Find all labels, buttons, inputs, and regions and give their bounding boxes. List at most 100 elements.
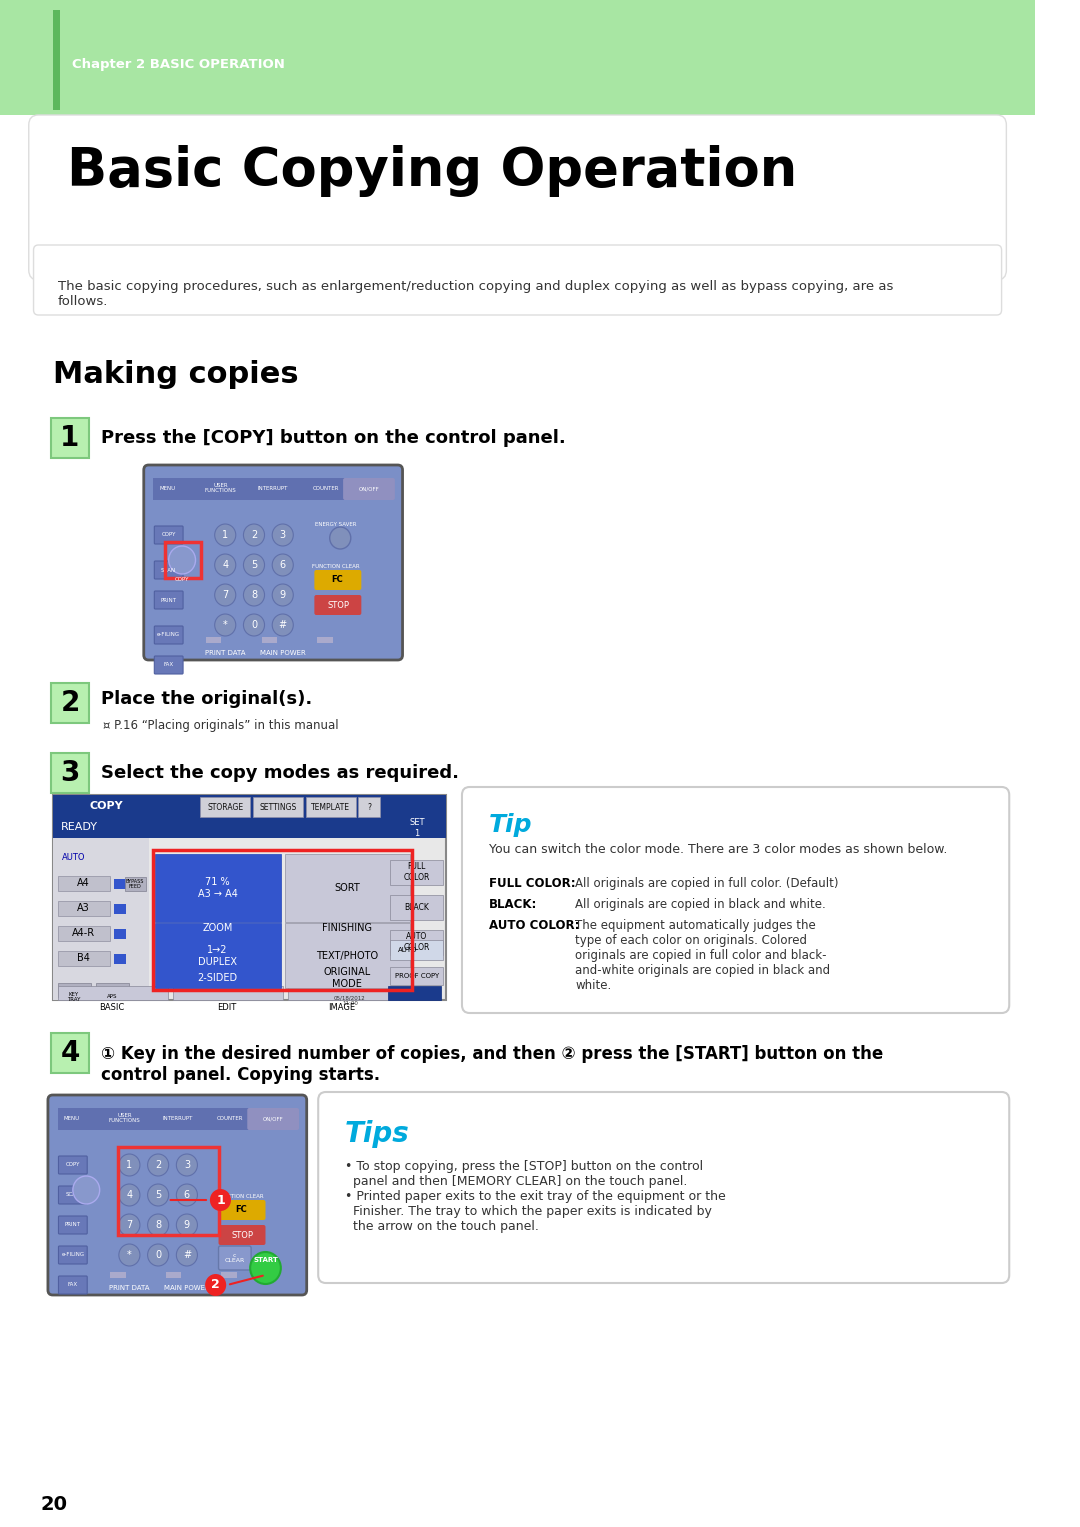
FancyBboxPatch shape — [343, 478, 395, 499]
Text: B4: B4 — [77, 953, 90, 964]
Text: BYPASS
FEED: BYPASS FEED — [126, 878, 145, 889]
Bar — [114, 880, 125, 889]
Text: EDIT: EDIT — [217, 1003, 237, 1011]
Text: 6: 6 — [280, 560, 286, 570]
Text: Tip: Tip — [489, 812, 532, 837]
Circle shape — [272, 583, 294, 606]
FancyBboxPatch shape — [218, 1246, 252, 1270]
Bar — [388, 817, 446, 838]
Text: e-FILING: e-FILING — [157, 632, 180, 637]
FancyBboxPatch shape — [390, 930, 443, 954]
Text: TEMPLATE: TEMPLATE — [311, 803, 350, 811]
Text: 7: 7 — [126, 1220, 133, 1231]
Text: PRINT DATA: PRINT DATA — [205, 651, 245, 657]
FancyBboxPatch shape — [48, 1095, 307, 1295]
Text: 1→2
DUPLEX: 1→2 DUPLEX — [198, 945, 238, 967]
FancyBboxPatch shape — [462, 786, 1009, 1012]
Text: A4-R: A4-R — [72, 928, 95, 938]
Text: 20: 20 — [40, 1495, 67, 1513]
Circle shape — [176, 1214, 198, 1235]
Bar — [261, 637, 276, 643]
Circle shape — [215, 614, 235, 637]
Text: ZOOM: ZOOM — [202, 922, 233, 933]
Text: BLACK:: BLACK: — [489, 898, 537, 912]
Text: All originals are copied in black and white.: All originals are copied in black and wh… — [575, 898, 826, 912]
Text: 3: 3 — [280, 530, 286, 541]
Text: IMAGE: IMAGE — [328, 1003, 355, 1011]
Text: ORIGINAL
MODE: ORIGINAL MODE — [323, 967, 370, 989]
FancyBboxPatch shape — [287, 986, 397, 1000]
Text: ?: ? — [367, 803, 372, 811]
Text: 2: 2 — [60, 689, 80, 718]
Text: ¤ P.16 “Placing originals” in this manual: ¤ P.16 “Placing originals” in this manua… — [103, 719, 338, 731]
Text: 4: 4 — [222, 560, 228, 570]
Text: A3: A3 — [77, 902, 90, 913]
Circle shape — [329, 527, 351, 550]
Text: MAIN POWER: MAIN POWER — [164, 1286, 210, 1290]
Text: START: START — [253, 1257, 278, 1263]
Circle shape — [72, 1176, 99, 1203]
Text: PRINT: PRINT — [65, 1223, 81, 1228]
Text: 2: 2 — [212, 1278, 220, 1292]
Text: The equipment automatically judges the
type of each color on originals. Colored
: The equipment automatically judges the t… — [575, 919, 831, 993]
FancyBboxPatch shape — [359, 797, 379, 817]
FancyBboxPatch shape — [314, 596, 362, 615]
Text: 5: 5 — [251, 560, 257, 570]
Text: • To stop copying, press the [STOP] button on the control
  panel and then [MEMO: • To stop copying, press the [STOP] butt… — [345, 1161, 726, 1232]
FancyBboxPatch shape — [57, 986, 167, 1000]
FancyBboxPatch shape — [218, 1200, 266, 1220]
Text: USER
FUNCTIONS: USER FUNCTIONS — [204, 483, 237, 493]
Text: 6: 6 — [184, 1190, 190, 1200]
Text: ENERGY SAVER: ENERGY SAVER — [314, 522, 356, 527]
FancyBboxPatch shape — [53, 796, 446, 1000]
Text: USER
FUNCTIONS: USER FUNCTIONS — [109, 1113, 140, 1124]
FancyBboxPatch shape — [57, 951, 110, 967]
Text: FULL
COLOR: FULL COLOR — [404, 863, 430, 881]
Circle shape — [243, 614, 265, 637]
Circle shape — [272, 524, 294, 547]
Text: FAX: FAX — [68, 1283, 78, 1287]
FancyBboxPatch shape — [51, 753, 90, 793]
Text: 9: 9 — [280, 589, 286, 600]
Bar — [166, 1272, 181, 1278]
Bar — [110, 1272, 125, 1278]
Bar — [57, 1109, 297, 1130]
Text: COPY: COPY — [90, 802, 123, 811]
Text: *: * — [222, 620, 228, 631]
Text: SCAN: SCAN — [161, 568, 176, 573]
FancyBboxPatch shape — [390, 895, 443, 919]
FancyBboxPatch shape — [173, 986, 283, 1000]
Circle shape — [243, 554, 265, 576]
Text: MENU: MENU — [160, 486, 176, 490]
Text: 3: 3 — [184, 1161, 190, 1170]
Text: 9: 9 — [184, 1220, 190, 1231]
Text: PRINT: PRINT — [161, 597, 177, 603]
Text: c
CLEAR: c CLEAR — [225, 1252, 245, 1263]
Text: COUNTER: COUNTER — [312, 486, 339, 490]
Text: You can switch the color mode. There are 3 color modes as shown below.: You can switch the color mode. There are… — [489, 843, 947, 857]
Bar — [318, 637, 333, 643]
Text: SCAN: SCAN — [65, 1193, 80, 1197]
FancyBboxPatch shape — [58, 1215, 87, 1234]
FancyBboxPatch shape — [285, 854, 410, 922]
Text: COPY: COPY — [66, 1162, 80, 1168]
FancyBboxPatch shape — [154, 657, 184, 673]
Bar — [114, 928, 125, 939]
Bar — [221, 1272, 237, 1278]
Circle shape — [119, 1154, 140, 1176]
Text: AUTO: AUTO — [397, 947, 417, 953]
Text: MAIN POWER: MAIN POWER — [260, 651, 306, 657]
Bar — [114, 904, 125, 915]
Text: SORT: SORT — [334, 883, 360, 893]
FancyBboxPatch shape — [57, 901, 110, 916]
Text: ON/OFF: ON/OFF — [359, 487, 379, 492]
Text: INTERRUPT: INTERRUPT — [162, 1116, 192, 1121]
Text: FC: FC — [235, 1205, 247, 1214]
FancyBboxPatch shape — [156, 922, 281, 988]
Text: COPY: COPY — [162, 533, 176, 538]
Text: BASIC: BASIC — [99, 1003, 125, 1011]
FancyBboxPatch shape — [154, 525, 184, 544]
Text: Tips: Tips — [345, 1119, 409, 1148]
Text: 8: 8 — [156, 1220, 161, 1231]
FancyBboxPatch shape — [314, 570, 362, 589]
